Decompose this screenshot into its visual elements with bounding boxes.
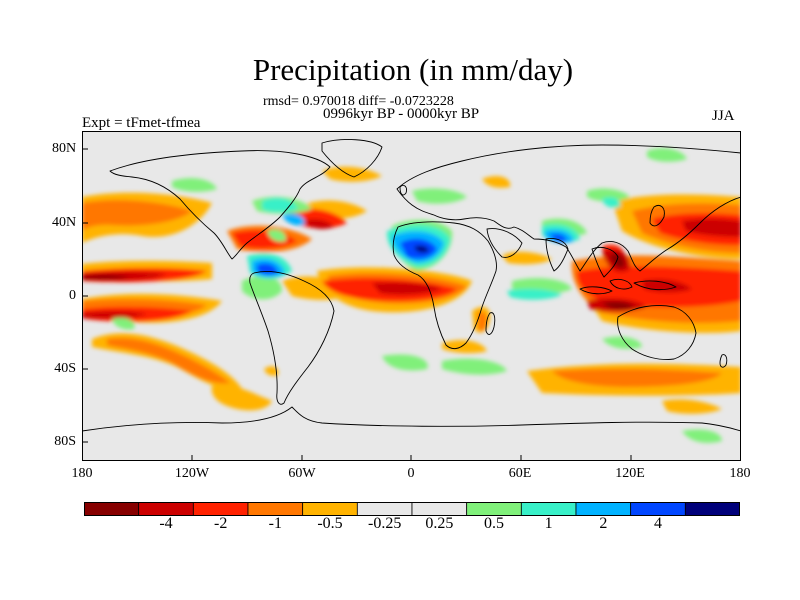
- anomaly-negative-extreme: [682, 218, 741, 237]
- lat-label-0: 0: [69, 288, 76, 303]
- anomaly-positive-moderate: [602, 197, 621, 208]
- coast-greenland: [321, 139, 383, 178]
- coast-madagascar: [485, 312, 496, 335]
- precipitation-map: [82, 131, 741, 461]
- colorbar-label: 0.5: [484, 515, 504, 532]
- anomaly-positive-moderate: [507, 288, 562, 300]
- anomaly-positive-weak: [267, 229, 287, 242]
- anomaly-negative-extreme: [302, 219, 334, 229]
- lat-label-40n: 40N: [52, 215, 77, 230]
- anomaly-positive-moderate: [262, 198, 298, 212]
- lon-label-60w: 60W: [288, 466, 316, 481]
- anomaly-positive-weak: [112, 317, 135, 330]
- anomaly-positive-weak: [382, 354, 428, 371]
- anomaly-positive-weak: [602, 336, 642, 349]
- anomaly-positive-weak: [442, 358, 507, 375]
- anomaly-negative-weak: [264, 366, 279, 376]
- anomaly-positive-weak: [172, 178, 217, 192]
- coast-australia: [617, 305, 697, 360]
- colorbar-cell: [520, 502, 577, 516]
- map-title: Precipitation (in mm/day): [252, 52, 574, 87]
- anomaly-positive-weak: [412, 188, 467, 204]
- anomaly-positive-weak: [587, 188, 630, 202]
- colorbar-label: 4: [654, 515, 662, 532]
- colorbar-cell: [302, 502, 358, 516]
- lat-label-40s: 40S: [54, 361, 76, 376]
- period-line: 0996kyr BP - 0000kyr BP: [323, 106, 480, 122]
- anomaly-negative-max: [82, 274, 130, 280]
- lon-label-120w: 120W: [174, 466, 210, 481]
- coast-indonesia: [579, 278, 677, 295]
- colorbar-cell: [192, 502, 249, 516]
- colorbar-label: -0.25: [367, 515, 402, 532]
- colorbar-label: -1: [268, 515, 282, 532]
- anomaly-negative-weak: [482, 176, 511, 188]
- lat-label-80s: 80S: [54, 434, 76, 449]
- anomaly-negative-moderate: [82, 200, 192, 231]
- experiment-label: Expt = tFmet-tfmea: [82, 115, 201, 131]
- anomaly-negative-extreme: [372, 282, 442, 295]
- coast-japan: [649, 205, 665, 227]
- anomaly-negative-weak: [662, 399, 722, 414]
- coast-eurasia: [396, 144, 741, 272]
- coast-southeast-asia: [591, 246, 619, 278]
- coast-south-america: [249, 270, 335, 405]
- anomaly-negative-extreme: [82, 311, 147, 319]
- anomaly-negative-moderate: [478, 311, 487, 332]
- anomaly-positive-strong: [282, 213, 305, 226]
- colorbar-cell: [356, 502, 413, 516]
- anomaly-positive-very-strong: [550, 233, 567, 242]
- anomaly-negative-moderate: [552, 368, 722, 387]
- anomaly-negative-max: [602, 301, 634, 310]
- colorbar-cell: [575, 502, 632, 516]
- coast-africa: [392, 221, 497, 350]
- colorbar: [84, 502, 740, 516]
- anomaly-negative-moderate: [107, 338, 230, 384]
- colorbar-cell: [411, 502, 468, 516]
- coast-antarctica: [82, 406, 741, 432]
- lon-label-180e: 180: [729, 466, 751, 481]
- colorbar-label: 2: [599, 515, 608, 532]
- anomaly-negative-weak: [502, 251, 552, 265]
- coast-north-america: [109, 150, 331, 260]
- anomaly-positive-weak: [647, 148, 687, 162]
- anomaly-negative-weak: [442, 340, 487, 354]
- colorbar-label: 0.25: [425, 515, 454, 532]
- anomaly-negative-weak: [322, 166, 382, 182]
- coast-uk: [399, 184, 407, 196]
- colorbar-cell: [466, 502, 522, 516]
- lon-label-0: 0: [407, 466, 415, 481]
- colorbar-label: -4: [159, 515, 173, 532]
- colorbar-cell: [84, 502, 140, 516]
- season-label: JJA: [712, 108, 735, 124]
- colorbar-label: 1: [544, 515, 553, 532]
- anomaly-positive-weak: [682, 429, 722, 443]
- axis-ticks: [82, 148, 632, 461]
- lon-label-60e: 60E: [508, 466, 532, 481]
- colorbar-cell: [630, 502, 686, 516]
- stats-line: rmsd= 0.970018 diff= -0.0723228: [263, 94, 454, 109]
- coast-new-zealand: [719, 354, 728, 368]
- lat-label-80n: 80N: [52, 141, 77, 156]
- coast-india: [545, 238, 569, 272]
- anomaly-positive-max: [414, 245, 429, 253]
- lon-label-120e: 120E: [615, 466, 645, 481]
- colorbar-frame: [84, 502, 740, 516]
- coast-arabia: [486, 228, 523, 258]
- lon-label-180w: 180: [71, 466, 93, 481]
- anomaly-positive-weak: [242, 275, 282, 300]
- colorbar-cell: [138, 502, 194, 516]
- colorbar-cell: [684, 502, 740, 516]
- colorbar-label: -2: [213, 515, 228, 532]
- colorbar-label: -0.5: [317, 515, 343, 532]
- coastlines: [82, 139, 741, 432]
- colorbar-cell: [247, 502, 304, 516]
- anomaly-negative-weak: [211, 384, 272, 411]
